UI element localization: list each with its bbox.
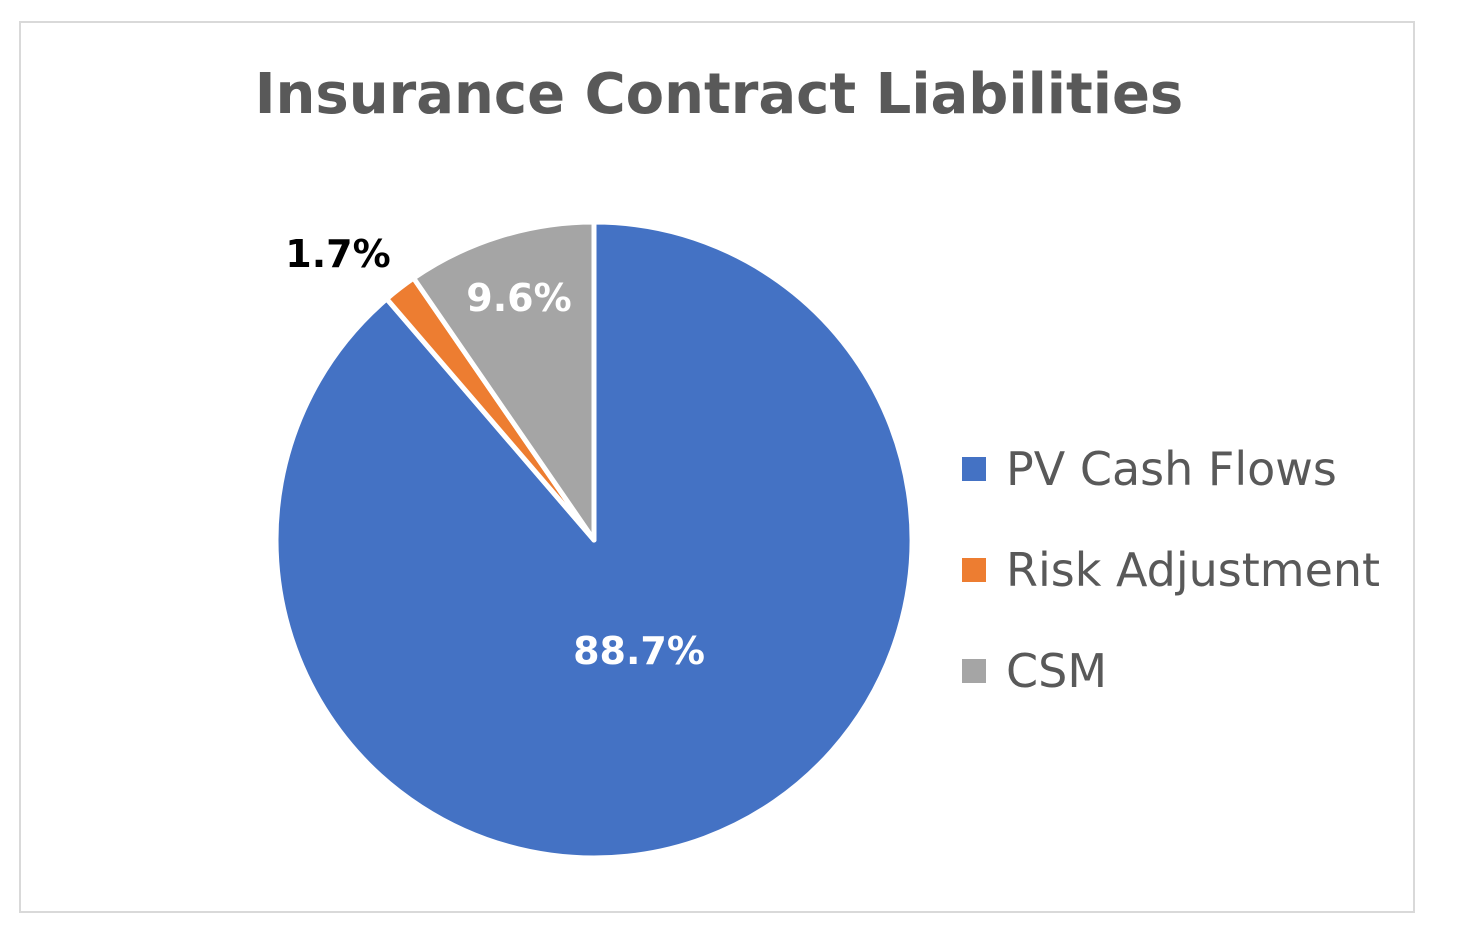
- data-label-csm: 9.6%: [466, 276, 571, 320]
- data-label-risk-adjustment: 1.7%: [285, 232, 390, 276]
- legend-swatch: [962, 557, 986, 582]
- chart-title: Insurance Contract Liabilities: [254, 62, 1184, 127]
- pie-slice-csm: [411, 219, 597, 543]
- legend-label: CSM: [1006, 643, 1108, 698]
- legend-item-risk-adjustment: Risk Adjustment: [962, 519, 1380, 620]
- legend-label: Risk Adjustment: [1006, 542, 1381, 597]
- data-label-pv-cash-flows: 88.7%: [573, 629, 705, 673]
- legend-swatch: [962, 456, 986, 481]
- legend-item-csm: CSM: [962, 620, 1380, 721]
- chart-legend: PV Cash Flows Risk Adjustment CSM: [962, 418, 1380, 721]
- legend-item-pv-cash-flows: PV Cash Flows: [962, 418, 1380, 519]
- legend-label: PV Cash Flows: [1006, 441, 1337, 496]
- legend-swatch: [962, 658, 986, 683]
